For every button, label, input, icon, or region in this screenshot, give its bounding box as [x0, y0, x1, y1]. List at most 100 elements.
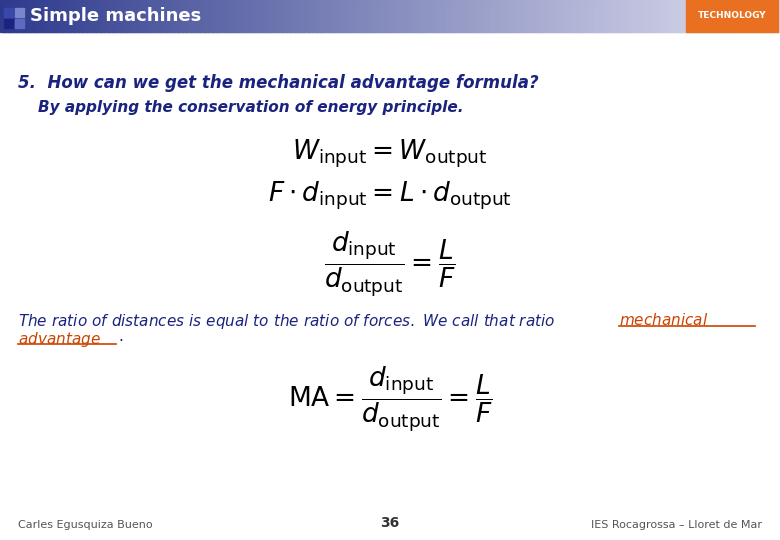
Bar	[31, 0, 35, 32]
Bar	[720, 0, 724, 32]
Bar	[314, 0, 318, 32]
Bar	[239, 0, 243, 32]
Bar	[200, 0, 204, 32]
Bar	[359, 0, 363, 32]
Bar	[679, 0, 682, 32]
Bar	[296, 0, 300, 32]
Bar	[754, 0, 757, 32]
Bar	[442, 0, 445, 32]
Bar	[434, 0, 438, 32]
Bar	[351, 0, 355, 32]
Bar	[260, 0, 264, 32]
Bar	[325, 0, 328, 32]
Bar	[34, 0, 37, 32]
Bar	[533, 0, 537, 32]
Bar	[541, 0, 544, 32]
Bar	[146, 0, 149, 32]
Bar	[364, 0, 367, 32]
Bar	[447, 0, 451, 32]
Bar	[161, 0, 165, 32]
Bar	[710, 0, 714, 32]
Bar	[135, 0, 139, 32]
Bar	[328, 0, 331, 32]
Bar	[94, 0, 98, 32]
Bar	[694, 0, 698, 32]
Bar	[473, 0, 477, 32]
Bar	[221, 0, 225, 32]
Bar	[187, 0, 191, 32]
Bar	[548, 0, 552, 32]
Bar	[598, 0, 601, 32]
Bar	[577, 0, 581, 32]
Bar	[614, 0, 617, 32]
Bar	[429, 0, 433, 32]
Bar	[86, 0, 90, 32]
Bar	[671, 0, 675, 32]
Bar	[244, 0, 248, 32]
Bar	[122, 0, 126, 32]
Bar	[489, 0, 492, 32]
Bar	[424, 0, 427, 32]
Bar	[140, 0, 144, 32]
Bar	[291, 0, 295, 32]
Bar	[213, 0, 217, 32]
Bar	[517, 0, 521, 32]
Bar	[616, 0, 620, 32]
Bar	[182, 0, 186, 32]
Bar	[76, 0, 79, 32]
Bar	[252, 0, 256, 32]
Bar	[205, 0, 209, 32]
Bar	[728, 0, 732, 32]
Bar	[190, 0, 193, 32]
Bar	[107, 0, 110, 32]
Bar	[41, 0, 45, 32]
Bar	[26, 0, 30, 32]
Bar	[37, 0, 40, 32]
Bar	[476, 0, 480, 32]
Text: $W_{\mathrm{input}} = W_{\mathrm{output}}$: $W_{\mathrm{input}} = W_{\mathrm{output}…	[292, 138, 488, 170]
Bar	[731, 0, 734, 32]
Bar	[718, 0, 722, 32]
Bar	[127, 0, 131, 32]
Bar	[138, 0, 141, 32]
Bar	[567, 0, 570, 32]
Bar	[520, 0, 523, 32]
Bar	[143, 0, 147, 32]
Bar	[775, 0, 778, 32]
Bar	[551, 0, 555, 32]
Bar	[96, 0, 100, 32]
Bar	[104, 0, 108, 32]
Bar	[403, 0, 406, 32]
Bar	[236, 0, 240, 32]
Bar	[232, 0, 235, 32]
Bar	[749, 0, 753, 32]
Bar	[268, 0, 271, 32]
Bar	[172, 0, 176, 32]
Bar	[684, 0, 687, 32]
Text: $\mathrm{MA} = \dfrac{d_{\mathrm{input}}}{d_{\mathrm{output}}} = \dfrac{L}{F}$: $\mathrm{MA} = \dfrac{d_{\mathrm{input}}…	[288, 365, 492, 434]
Bar	[640, 0, 643, 32]
Bar	[497, 0, 500, 32]
Bar	[505, 0, 508, 32]
Bar	[445, 0, 448, 32]
Bar	[177, 0, 180, 32]
Bar	[778, 0, 780, 32]
Bar	[494, 0, 498, 32]
Bar	[5, 0, 9, 32]
Bar	[179, 0, 183, 32]
Bar	[349, 0, 352, 32]
Bar	[437, 0, 441, 32]
Bar	[47, 0, 51, 32]
Text: Carles Egusquiza Bueno: Carles Egusquiza Bueno	[18, 520, 153, 530]
Text: $F \cdot d_{\mathrm{input}} = L \cdot d_{\mathrm{output}}$: $F \cdot d_{\mathrm{input}} = L \cdot d_…	[268, 180, 512, 212]
Bar	[151, 0, 154, 32]
Bar	[112, 0, 115, 32]
Bar	[193, 0, 196, 32]
Bar	[655, 0, 659, 32]
Bar	[169, 0, 172, 32]
Bar	[307, 0, 310, 32]
Bar	[294, 0, 297, 32]
Bar	[322, 0, 326, 32]
Text: $\mathit{The\ ratio\ of\ distances\ is\ equal\ to\ the\ ratio\ of\ forces.\ We\ : $\mathit{The\ ratio\ of\ distances\ is\ …	[18, 312, 555, 331]
Bar	[367, 0, 370, 32]
